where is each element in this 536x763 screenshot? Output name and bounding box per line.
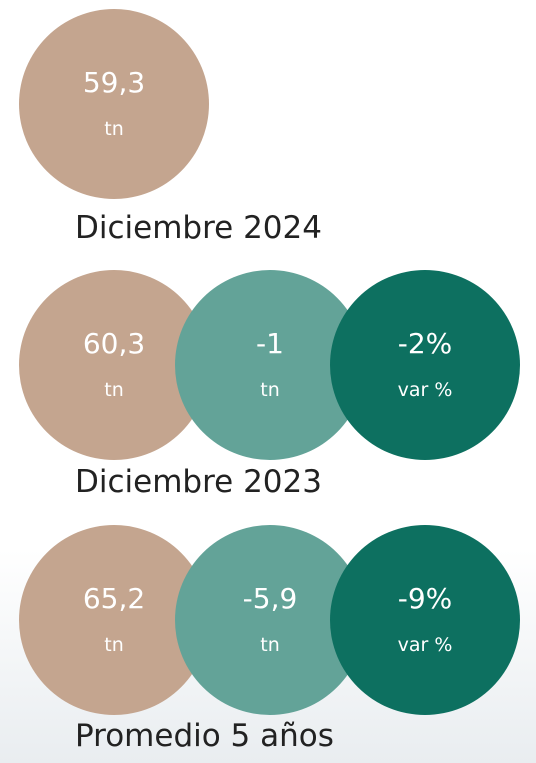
metric-value: -2% — [398, 327, 453, 360]
metric-unit: tn — [104, 634, 124, 656]
metric-circle — [19, 270, 209, 460]
metric-unit: var % — [398, 379, 453, 401]
metric-unit: var % — [398, 634, 453, 656]
content: 59,3 tn Diciembre 2024 60,3 tn -1 tn -2% var % Di… — [19, 9, 520, 754]
metric-unit: tn — [104, 118, 124, 140]
metric-circle — [175, 270, 365, 460]
metric-circle — [175, 525, 365, 715]
metric-value: 60,3 — [83, 327, 145, 360]
metric-unit: tn — [104, 379, 124, 401]
metric-circle — [19, 525, 209, 715]
section-label: Promedio 5 años — [75, 718, 334, 754]
metric-unit: tn — [260, 634, 280, 656]
metric-value: 65,2 — [83, 582, 145, 615]
metric-value: -1 — [256, 327, 284, 360]
metric-value: 59,3 — [83, 66, 145, 99]
section-label: Diciembre 2024 — [75, 210, 322, 246]
section-label: Diciembre 2023 — [75, 464, 322, 500]
metric-value: -9% — [398, 582, 453, 615]
metric-value: -5,9 — [243, 582, 298, 615]
metric-circle — [19, 9, 209, 199]
metric-circle — [330, 525, 520, 715]
metric-unit: tn — [260, 379, 280, 401]
metric-circle — [330, 270, 520, 460]
